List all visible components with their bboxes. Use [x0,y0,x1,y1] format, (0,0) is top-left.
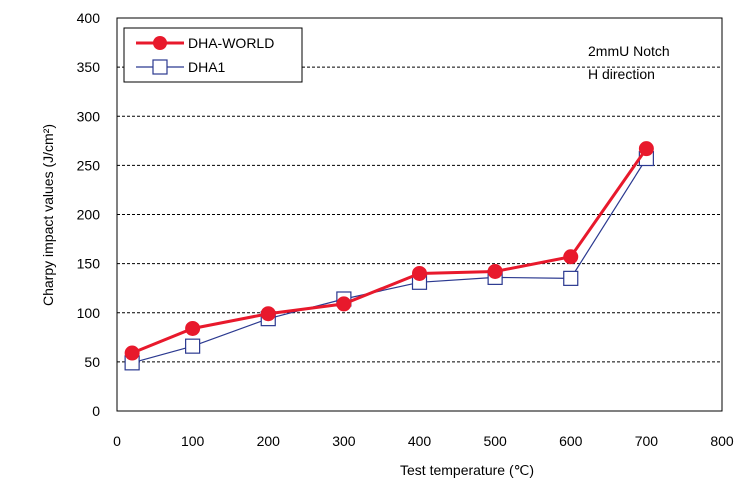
x-tick-label: 700 [635,433,659,449]
x-tick-label: 100 [181,433,205,449]
annotation-notch: 2mmU Notch [588,43,670,59]
y-tick-label: 100 [77,305,101,321]
y-axis-label: Charpy impact values (J/cm²) [40,124,56,306]
data-point-circle [124,345,140,361]
legend-marker-circle [153,36,167,50]
y-tick-label: 350 [77,59,101,75]
data-point-circle [336,296,352,312]
x-tick-label: 300 [332,433,356,449]
annotation-direction: H direction [588,66,655,82]
data-point-circle [563,249,579,265]
y-tick-label: 200 [77,207,101,223]
series-line-dha1 [131,158,647,364]
series-layer [124,141,654,371]
x-axis-ticks: 0 100 200 300 400 500 600 700 800 [113,433,734,449]
y-tick-label: 150 [77,256,101,272]
data-point-circle [412,265,427,281]
series-line-dha-world [131,147,648,355]
x-axis-label: Test temperature (℃) [400,462,534,478]
y-axis-ticks: 0 50 100 150 200 250 300 350 400 [77,10,101,419]
legend-label: DHA1 [188,59,226,75]
legend-label: DHA-WORLD [188,35,274,51]
y-tick-label: 50 [84,354,100,370]
plot-area-frame [116,17,723,412]
grid-lines [117,66,722,363]
legend: DHA-WORLD DHA1 [123,27,303,83]
x-tick-label: 800 [710,433,734,449]
data-point-circle [185,320,201,336]
y-tick-label: 400 [77,10,101,26]
data-point-circle [260,306,276,322]
x-tick-label: 500 [483,433,507,449]
legend-marker-square [152,59,168,75]
x-tick-label: 200 [257,433,281,449]
data-point-circle [638,141,654,157]
x-tick-label: 400 [408,433,432,449]
y-tick-label: 0 [92,403,100,419]
data-point-square [185,338,201,354]
x-tick-label: 600 [559,433,583,449]
x-tick-label: 0 [113,433,121,449]
y-tick-label: 300 [77,108,101,124]
data-point-circle [487,263,503,279]
y-tick-label: 250 [77,157,101,173]
data-point-square [563,270,579,286]
